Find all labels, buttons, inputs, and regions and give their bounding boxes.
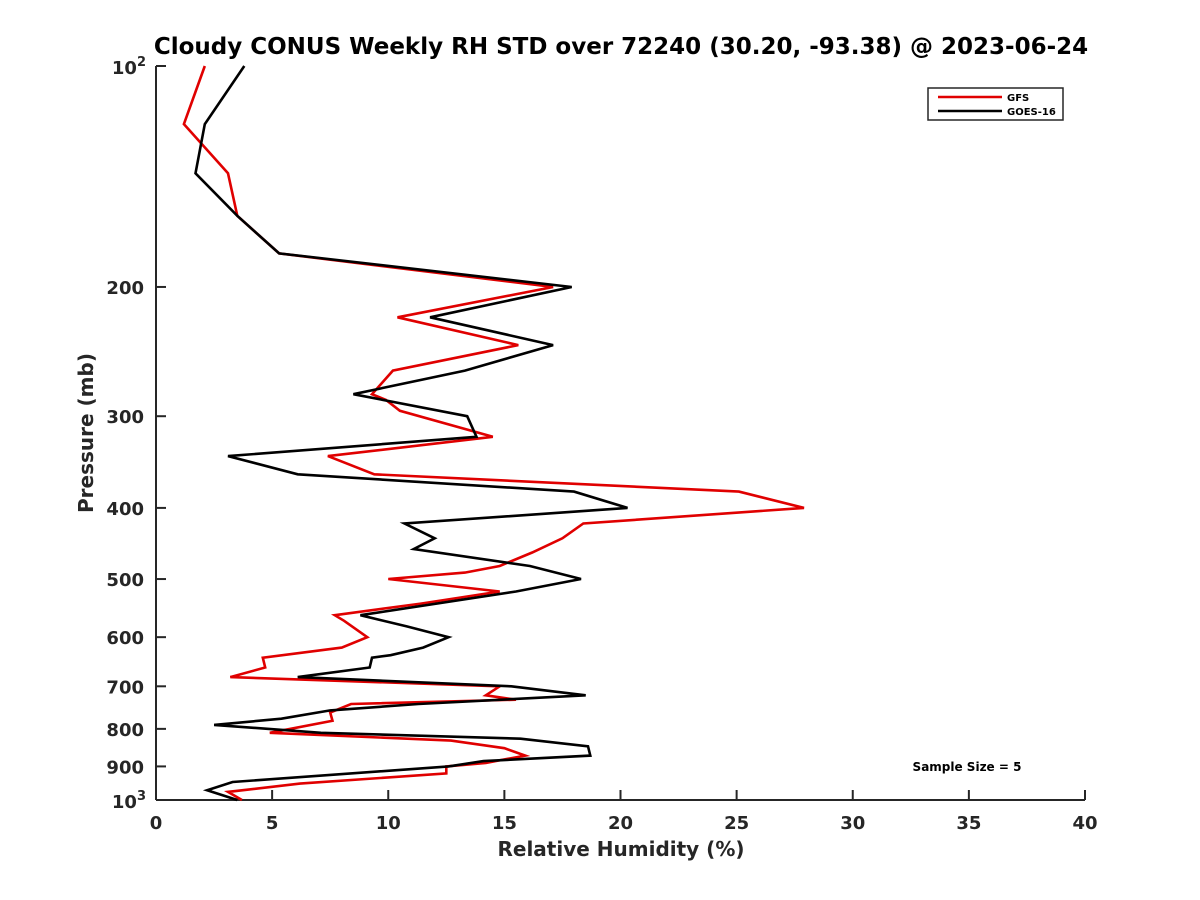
y-axis-label: Pressure (mb) xyxy=(74,353,98,513)
legend: GFS GOES-16 xyxy=(927,87,1064,121)
y-tick-label: 102 xyxy=(112,55,146,79)
sample-size-annotation: Sample Size = 5 xyxy=(913,760,1022,774)
x-tick-label: 40 xyxy=(1072,813,1097,834)
y-tick-label: 800 xyxy=(106,720,144,741)
series-layer xyxy=(182,65,805,802)
y-tick-label: 600 xyxy=(106,628,144,649)
x-tick-label: 0 xyxy=(150,813,163,834)
x-tick-label: 15 xyxy=(492,813,517,834)
legend-label: GFS xyxy=(1007,93,1029,104)
x-tick-label: 35 xyxy=(956,813,981,834)
chart-title: Cloudy CONUS Weekly RH STD over 72240 (3… xyxy=(154,34,1088,60)
x-axis-label: Relative Humidity (%) xyxy=(497,837,744,861)
y-tick-label: 103 xyxy=(112,789,146,813)
y-tick-label: 700 xyxy=(106,677,144,698)
y-tick-label: 900 xyxy=(106,757,144,778)
axes: 0 5 10 15 20 25 30 35 40 102 200 300 400 500 600 700 800… xyxy=(106,55,1097,834)
x-tick-label: 20 xyxy=(608,813,633,834)
legend-box xyxy=(927,87,1064,121)
x-tick-label: 10 xyxy=(376,813,401,834)
x-tick-label: 30 xyxy=(840,813,865,834)
legend-label: GOES-16 xyxy=(1007,107,1056,118)
x-tick-label: 5 xyxy=(266,813,279,834)
x-tick-label: 25 xyxy=(724,813,749,834)
y-tick-label: 400 xyxy=(106,499,144,520)
y-tick-label: 300 xyxy=(106,407,144,428)
series-line-goes-16 xyxy=(194,65,628,802)
y-tick-label: 200 xyxy=(106,278,144,299)
y-tick-label: 500 xyxy=(106,570,144,591)
series-line-gfs xyxy=(182,65,805,802)
